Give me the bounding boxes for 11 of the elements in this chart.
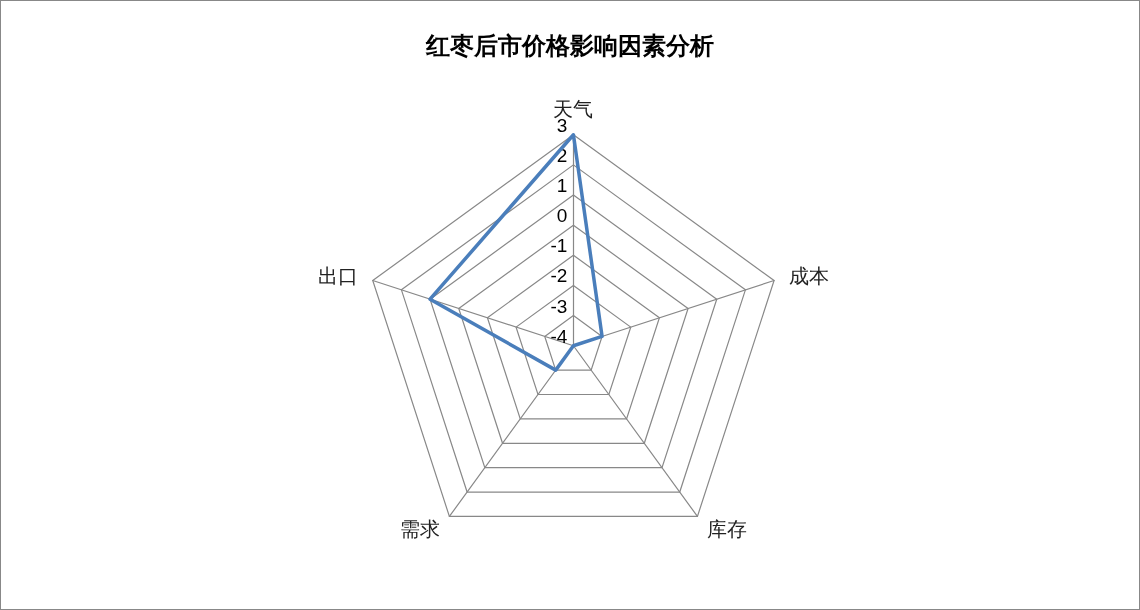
y-tick-label: -1 (550, 235, 568, 257)
spoke-label: 出口 (317, 263, 358, 288)
y-tick-label: 0 (556, 205, 568, 227)
y-tick-label: -2 (550, 265, 568, 287)
spoke-label: 成本 (789, 263, 830, 288)
y-tick-label: 1 (556, 175, 568, 197)
y-tick-label: -3 (550, 295, 568, 317)
y-tick-label: -4 (550, 325, 568, 347)
spoke-label: 库存 (706, 517, 747, 542)
spoke-label: 需求 (399, 517, 440, 542)
chart-title: 红枣后市价格影响因素分析 (425, 32, 714, 60)
